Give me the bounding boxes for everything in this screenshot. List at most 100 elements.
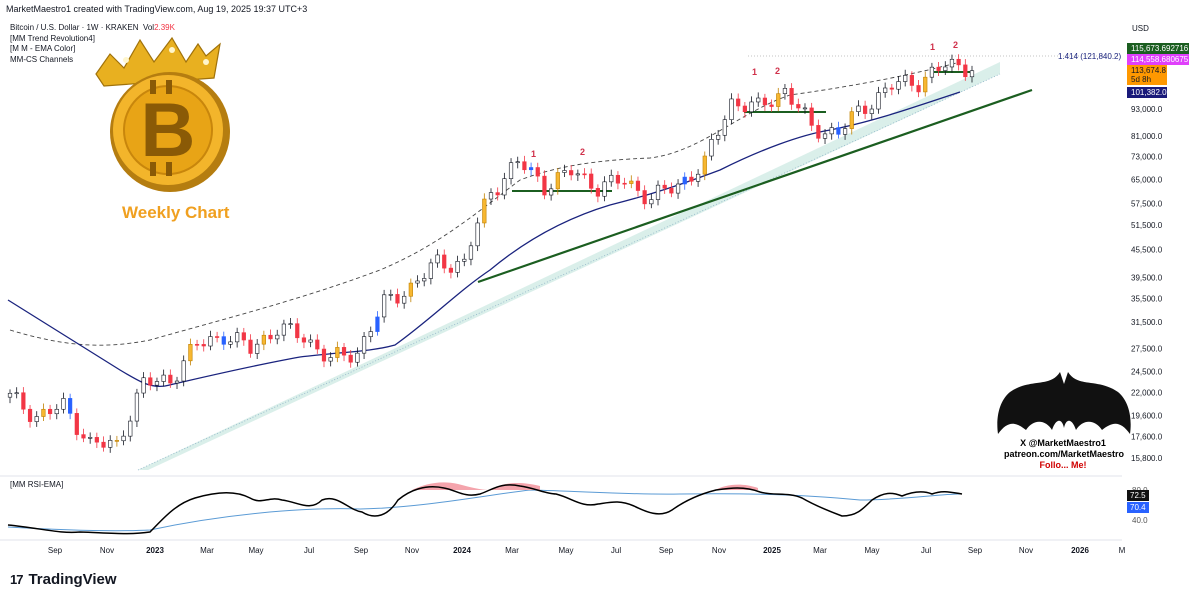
candles[interactable] [7,54,975,453]
candle[interactable] [829,127,834,135]
candle[interactable] [729,98,734,120]
candle[interactable] [789,88,794,105]
candle[interactable] [408,282,413,297]
candle[interactable] [21,392,26,410]
candle[interactable] [148,377,153,386]
candle[interactable] [214,336,220,338]
candle[interactable] [288,323,293,325]
candle[interactable] [315,339,320,350]
candle[interactable] [188,344,193,362]
candle[interactable] [742,105,747,113]
candle[interactable] [81,434,86,439]
candle[interactable] [181,360,186,382]
candle[interactable] [121,435,126,442]
candle[interactable] [101,441,106,448]
candle[interactable] [275,334,280,340]
candle[interactable] [522,161,527,171]
candle[interactable] [909,75,914,86]
candle[interactable] [622,182,627,185]
candle[interactable] [903,75,908,82]
candle[interactable] [41,408,46,417]
candle[interactable] [929,66,935,78]
candle[interactable] [281,323,287,336]
candle[interactable] [716,134,721,140]
candle[interactable] [61,398,66,410]
candle[interactable] [956,58,961,66]
candle[interactable] [201,344,206,347]
candle[interactable] [642,190,647,205]
candle[interactable] [695,173,701,182]
candle[interactable] [822,133,828,139]
candle[interactable] [54,408,59,415]
candle[interactable] [923,76,928,93]
candle[interactable] [482,198,487,224]
candle[interactable] [528,167,534,171]
candle[interactable] [221,336,226,345]
indicator-label[interactable]: [M M - EMA Color] [10,44,76,53]
candle[interactable] [168,374,173,384]
candle[interactable] [589,173,594,189]
indicator-label[interactable]: [MM Trend Revolution4] [10,33,95,43]
candle[interactable] [488,192,494,200]
candle[interactable] [849,111,854,129]
candle[interactable] [462,258,467,262]
candle[interactable] [936,66,941,71]
rsi-panel-label[interactable]: [MM RSI-EMA] [10,480,64,489]
candle[interactable] [549,188,554,196]
rsi-axis[interactable]: 80.0 72.5 70.4 40.0 [1127,486,1149,525]
candle[interactable] [328,357,333,362]
candle[interactable] [535,167,540,177]
candle[interactable] [689,176,694,182]
candle[interactable] [348,354,353,363]
candle[interactable] [515,161,520,164]
candle[interactable] [94,437,99,443]
candle[interactable] [649,199,654,205]
candle[interactable] [836,127,841,135]
candle[interactable] [321,348,327,362]
candle[interactable] [7,392,13,398]
candle[interactable] [508,162,514,179]
candle[interactable] [74,413,79,435]
candle[interactable] [114,440,119,442]
indicator-label[interactable]: MM-CS Channels [10,54,74,64]
candle[interactable] [442,254,447,269]
candle[interactable] [47,408,53,415]
candle[interactable] [261,334,266,345]
candle[interactable] [863,105,868,114]
candle[interactable] [388,294,393,296]
candle[interactable] [943,66,948,71]
candle[interactable] [14,392,19,395]
candle[interactable] [382,294,387,318]
candle[interactable] [582,173,587,176]
candle[interactable] [141,377,146,394]
price-axis[interactable]: USD 93,000.0 81,000.0 73,000.0 65,000.0 57,5… [1127,24,1189,463]
candle[interactable] [629,180,634,184]
candle[interactable] [615,174,621,184]
candle[interactable] [669,187,674,194]
candle[interactable] [963,64,968,78]
candle[interactable] [428,262,433,279]
candle[interactable] [268,334,273,340]
candle[interactable] [842,128,848,135]
candle[interactable] [609,174,614,183]
candle[interactable] [602,181,607,197]
candle[interactable] [402,295,407,304]
tradingview-brand[interactable]: 17 TradingView [10,571,117,588]
candle[interactable] [896,81,901,90]
candle[interactable] [575,173,580,176]
candle[interactable] [235,332,240,343]
candle[interactable] [208,336,213,347]
candle[interactable] [762,97,768,106]
candle[interactable] [782,88,788,94]
candle[interactable] [756,97,761,103]
candle[interactable] [255,343,260,354]
candle[interactable] [655,184,661,200]
candle[interactable] [796,104,801,109]
candle[interactable] [455,261,460,273]
candle[interactable] [702,155,707,175]
candle[interactable] [816,125,821,139]
candle[interactable] [154,381,160,386]
candle[interactable] [335,347,340,358]
candle[interactable] [876,92,881,110]
candle[interactable] [809,107,814,126]
